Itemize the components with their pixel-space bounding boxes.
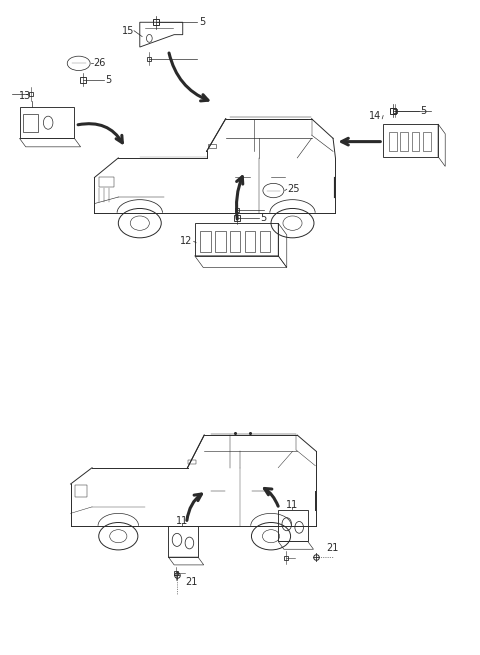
Text: 11: 11 [287, 500, 299, 510]
Bar [200, 231, 211, 252]
Text: 5: 5 [261, 213, 267, 223]
Text: 12: 12 [180, 236, 192, 246]
Text: 11: 11 [176, 516, 188, 526]
Text: 26: 26 [94, 58, 106, 67]
Text: 25: 25 [288, 184, 300, 195]
Text: 13: 13 [19, 91, 31, 101]
Text: 14: 14 [369, 111, 381, 121]
Bar [230, 231, 240, 252]
Text: 5: 5 [199, 17, 206, 28]
Text: 21: 21 [326, 543, 338, 553]
Text: 5: 5 [106, 75, 112, 84]
Bar [389, 132, 396, 151]
Text: 21: 21 [185, 577, 197, 587]
Bar [245, 231, 255, 252]
Bar [412, 132, 420, 151]
Text: 15: 15 [122, 26, 134, 36]
Text: 5: 5 [420, 106, 427, 116]
Bar [24, 113, 37, 132]
Bar [260, 231, 270, 252]
Bar [215, 231, 226, 252]
Bar [423, 132, 431, 151]
Bar [400, 132, 408, 151]
